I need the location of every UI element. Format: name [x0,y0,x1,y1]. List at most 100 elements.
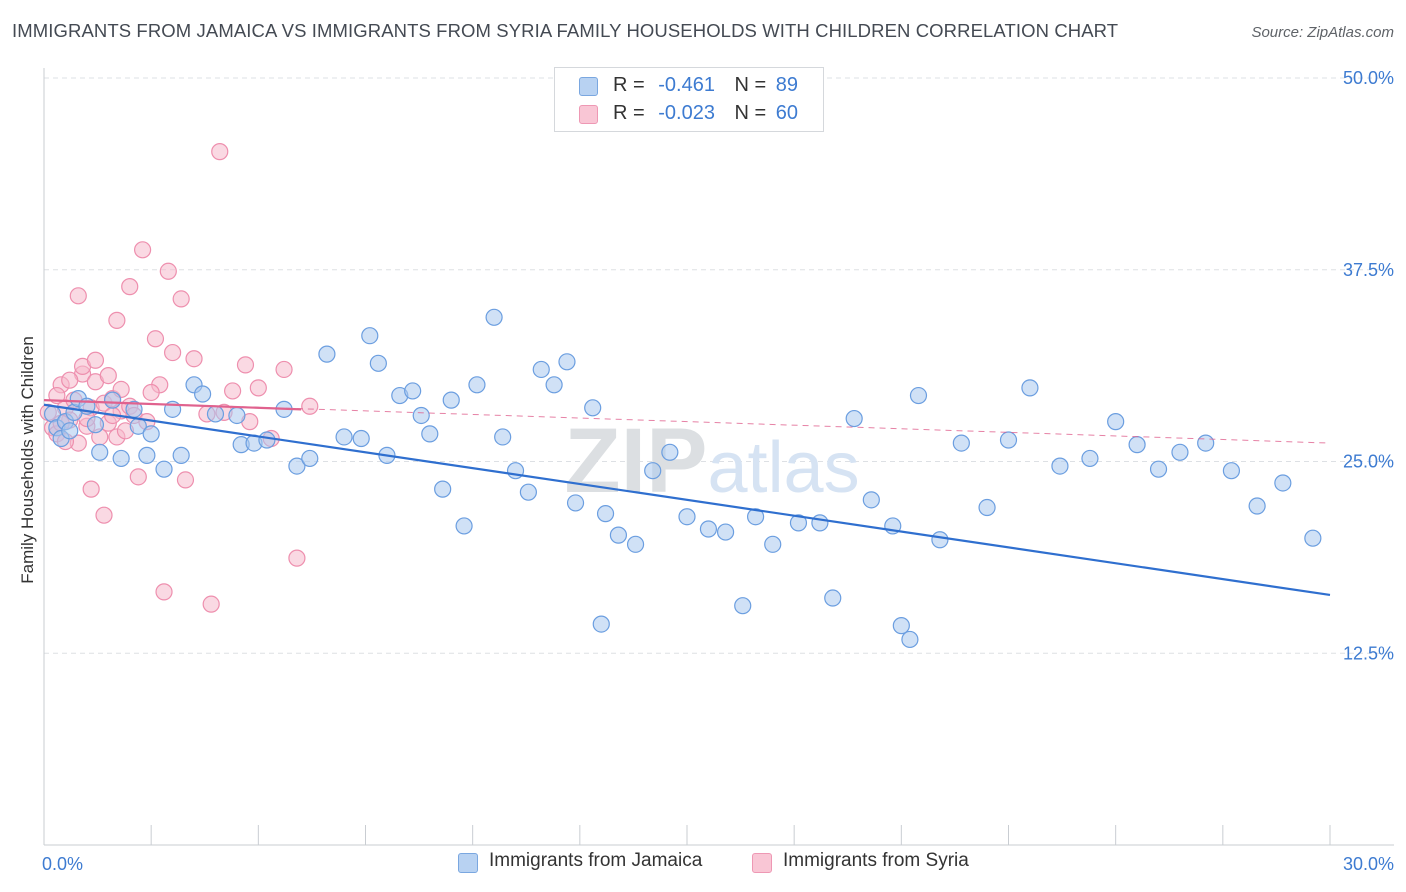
jamaica-point [352,429,370,448]
jamaica-point [442,391,460,409]
jamaica-point [86,416,105,434]
syria-n-value: 60 [775,102,799,124]
syria-legend-swatch [752,853,772,873]
x-tick-label: 0.0% [42,854,83,874]
jamaica-point [1222,462,1241,480]
jamaica-point [1304,529,1322,547]
jamaica-point [103,391,122,409]
jamaica-point [644,462,662,480]
jamaica-point [206,405,225,423]
jamaica-point [592,615,610,633]
jamaica-point [789,514,808,532]
syria-point [236,356,255,374]
jamaica-point [596,505,615,523]
jamaica-point [862,491,880,509]
jamaica-point [892,617,910,635]
jamaica-point [931,531,949,549]
jamaica-point [999,431,1018,449]
legend-n-label: N = [734,74,767,96]
legend-row-syria: R = -0.023 N = 60 [555,101,823,129]
jamaica-point [369,354,387,372]
jamaica-point [678,508,696,526]
syria-point [129,468,147,486]
watermark: ZIPatlas [564,410,859,512]
jamaica-point [952,434,970,452]
syria-point [146,330,165,348]
jamaica-point [318,345,336,363]
y-axis-title: Family Households with Children [18,336,37,584]
jamaica-point [746,508,765,526]
syria-point [202,595,220,613]
syria-point [224,382,242,400]
jamaica-point [288,457,306,475]
jamaica-point [494,428,512,446]
syria-point [301,397,319,415]
syria-point [176,471,195,489]
jamaica-point [519,483,537,501]
jamaica-point [699,520,718,538]
y-tick-label: 50.0% [1343,68,1394,88]
syria-point [142,383,160,402]
jamaica-point [434,480,452,498]
jamaica-n-value: 89 [775,74,799,96]
jamaica-point [1197,434,1215,452]
jamaica-point [61,422,79,440]
syria-point [211,143,229,161]
jamaica-point [909,386,928,405]
jamaica-point [142,425,160,443]
syria-point [108,311,126,329]
jamaica-point [1171,443,1189,461]
jamaica-point [532,360,550,379]
y-tick-label: 25.0% [1343,452,1394,472]
jamaica-point [566,494,585,512]
jamaica-point [468,376,486,394]
syria-point [69,287,87,305]
jamaica-point [609,526,628,544]
jamaica-point [661,443,679,461]
y-tick-label: 37.5% [1343,260,1394,280]
jamaica-point [811,514,829,532]
jamaica-point [716,523,735,541]
jamaica-point [545,376,563,394]
syria-legend-label: Immigrants from Syria [783,850,969,871]
syria-point [99,366,117,385]
jamaica-r-value: -0.461 [658,74,715,96]
syria-point [82,480,100,498]
jamaica-point [194,385,212,403]
syria-point [121,278,139,296]
jamaica-point [485,308,503,326]
chart-title: IMMIGRANTS FROM JAMAICA VS IMMIGRANTS FR… [12,20,1119,41]
jamaica-point [558,353,576,371]
jamaica-point [584,399,602,417]
jamaica-point [91,443,109,461]
source-label: Source: ZipAtlas.com [1251,24,1394,41]
legend-row-jamaica: R = -0.461 N = 89 [555,73,823,101]
y-tick-label: 12.5% [1343,643,1394,663]
correlation-legend: R = -0.461 N = 89 R = -0.023 N = 60 [554,67,824,132]
jamaica-point [824,589,842,607]
syria-point [249,379,267,397]
jamaica-point [1274,474,1292,492]
jamaica-point [172,446,190,464]
syria-swatch [579,105,598,124]
jamaica-trend-line [43,403,1331,597]
jamaica-point [1128,436,1146,454]
jamaica-point [361,327,379,345]
syria-point [155,583,173,601]
jamaica-point [734,597,752,615]
jamaica-point [1051,457,1069,475]
jamaica-point [978,498,996,517]
jamaica-legend-label: Immigrants from Jamaica [489,850,703,871]
jamaica-point [138,446,156,464]
syria-point [95,506,113,524]
jamaica-point [421,425,439,443]
syria-r-value: -0.023 [658,102,715,124]
syria-point [275,360,293,379]
jamaica-point [626,535,645,553]
jamaica-point [112,449,130,468]
syria-point [133,241,152,259]
jamaica-swatch [579,77,598,96]
syria-point [288,549,306,567]
jamaica-point [404,382,422,400]
